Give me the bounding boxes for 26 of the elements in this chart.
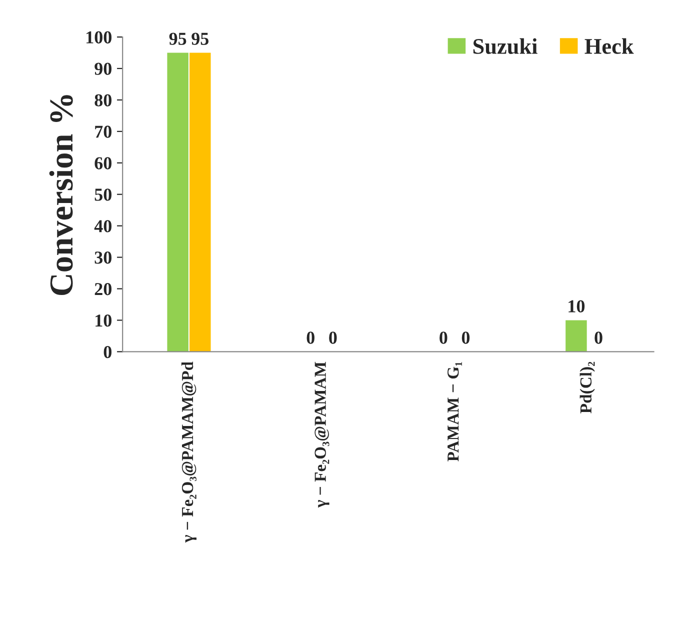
y-tick-label: 40 <box>94 220 112 232</box>
data-label: 0 <box>462 332 470 344</box>
data-label: 10 <box>568 300 585 312</box>
y-tick-label: 90 <box>94 62 112 75</box>
x-tick-label: PAMAM − G₁ <box>448 362 462 462</box>
y-tick-label: 50 <box>94 188 112 201</box>
y-tick-label: 100 <box>86 31 112 44</box>
y-tick-label: 70 <box>95 126 112 138</box>
y-tick-label: 20 <box>94 283 112 296</box>
data-label: 95 <box>169 32 186 45</box>
x-tick-label: γ − Fe₂O₃@PAMAM@Pd <box>181 362 197 543</box>
y-tick-label: 80 <box>94 94 112 106</box>
data-label: 0 <box>329 332 337 344</box>
data-label: 95 <box>192 32 208 45</box>
data-label: 0 <box>440 332 448 344</box>
y-tick-label: 30 <box>94 252 112 264</box>
data-label: 0 <box>306 332 314 344</box>
data-label: 0 <box>594 332 602 344</box>
legend-label: Heck <box>584 38 634 54</box>
x-tick-label: γ − Fe₂O₃@PAMAM <box>314 362 330 508</box>
y-tick-label: 10 <box>96 314 112 327</box>
x-tick-label: Pd(Cl)₂ <box>580 362 595 414</box>
y-tick-label: 60 <box>94 157 112 170</box>
legend-label: Suzuki <box>473 38 538 54</box>
y-axis-title: Conversion % <box>49 95 73 296</box>
y-tick-label: 0 <box>104 346 112 358</box>
